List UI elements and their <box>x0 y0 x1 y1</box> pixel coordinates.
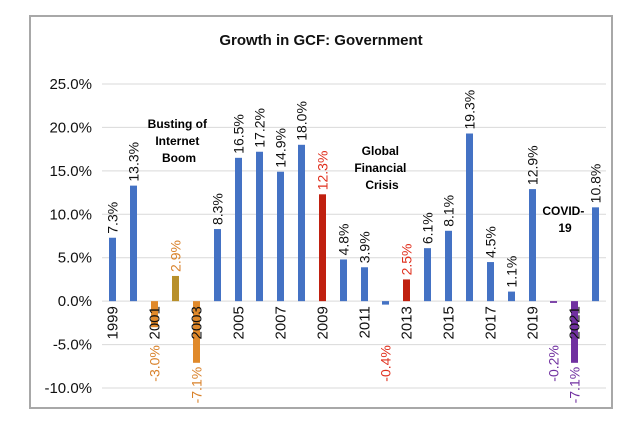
data-label-2015: 8.1% <box>441 195 457 227</box>
x-tick-label: 2003 <box>189 306 206 339</box>
annotation-line: Crisis <box>365 178 399 192</box>
bar-2013 <box>403 279 410 302</box>
data-label-2022: 10.8% <box>588 164 604 204</box>
y-tick-label: 25.0% <box>49 76 92 93</box>
data-label-2000: 13.3% <box>126 142 142 182</box>
data-label-2011: 3.9% <box>357 231 373 263</box>
bar-2012 <box>382 301 389 305</box>
x-tick-label: 2009 <box>315 306 332 339</box>
data-label-1999: 7.3% <box>105 202 121 234</box>
bar-2003 <box>193 301 200 363</box>
data-label-2019: 12.9% <box>525 145 541 185</box>
data-label-2003: -7.1% <box>189 367 205 404</box>
annotation-internet-boom: Busting of Internet Boom <box>148 117 211 165</box>
x-tick-label: 2001 <box>147 306 164 339</box>
annotation-line: Global <box>362 144 399 158</box>
bar-2019 <box>529 189 536 302</box>
x-tick-label: 2013 <box>399 306 416 339</box>
bar-2022 <box>592 207 599 302</box>
data-label-2010: 4.8% <box>336 224 352 256</box>
annotation-line: COVID- <box>542 204 584 218</box>
x-tick-label: 2019 <box>525 306 542 339</box>
x-tick-label: 2005 <box>231 306 248 339</box>
annotation-covid: COVID- 19 <box>542 204 587 235</box>
data-label-2006: 17.2% <box>252 108 268 148</box>
data-label-2020: -0.2% <box>546 345 562 382</box>
bar-2009 <box>319 194 326 302</box>
data-label-2008: 18.0% <box>294 101 310 141</box>
data-label-2001: -3.0% <box>147 345 163 382</box>
annotation-line: Boom <box>162 151 196 165</box>
y-tick-label: 0.0% <box>58 293 92 310</box>
data-label-2013: 2.5% <box>399 244 415 276</box>
data-label-2017: 4.5% <box>483 226 499 258</box>
bar-2015 <box>445 230 452 302</box>
bar-2002 <box>172 275 179 302</box>
y-tick-label: -5.0% <box>53 337 92 354</box>
data-label-2004: 8.3% <box>210 193 226 225</box>
bar-2017 <box>487 262 494 302</box>
bar-2021 <box>571 301 578 363</box>
bar-2014 <box>424 248 431 302</box>
y-tick-label: 5.0% <box>58 250 92 267</box>
y-tick-label: 15.0% <box>49 163 92 180</box>
data-label-2018: 1.1% <box>504 256 520 288</box>
x-tick-label: 2007 <box>273 306 290 339</box>
bar-2010 <box>340 259 347 302</box>
annotation-line: 19 <box>558 221 572 235</box>
y-tick-label: 10.0% <box>49 206 92 223</box>
bar-2001 <box>151 301 158 328</box>
bar-2005 <box>235 157 242 302</box>
x-tick-label: 1999 <box>105 306 122 339</box>
bar-2018 <box>508 291 515 302</box>
data-label-2007: 14.9% <box>273 128 289 168</box>
bar-2016 <box>466 133 473 302</box>
chart-title: Growth in GCF: Government <box>219 32 422 49</box>
annotation-line: Internet <box>155 134 199 148</box>
annotation-line: Busting of <box>148 117 208 131</box>
annotation-financial-crisis: Global Financial Crisis <box>354 144 409 192</box>
x-tick-label: 2015 <box>441 306 458 339</box>
data-label-2014: 6.1% <box>420 212 436 244</box>
data-label-2021: -7.1% <box>567 367 583 404</box>
data-label-2012: -0.4% <box>378 345 394 382</box>
annotation-line: Financial <box>354 161 406 175</box>
y-tick-label: -10.0% <box>44 380 92 397</box>
x-tick-label: 2011 <box>357 306 374 338</box>
bar-2007 <box>277 171 284 302</box>
x-tick-label: 2017 <box>483 306 500 339</box>
bar-2020 <box>550 301 557 303</box>
data-label-2002: 2.9% <box>168 240 184 272</box>
data-label-2009: 12.3% <box>315 151 331 191</box>
bar-2004 <box>214 229 221 302</box>
bar-2008 <box>298 144 305 302</box>
data-label-2005: 16.5% <box>231 114 247 154</box>
y-tick-label: 20.0% <box>49 119 92 136</box>
x-tick-label: 2021 <box>567 306 584 339</box>
bar-2011 <box>361 267 368 302</box>
bar-2006 <box>256 151 263 302</box>
data-label-2016: 19.3% <box>462 90 478 130</box>
bar-1999 <box>109 237 116 302</box>
bar-2000 <box>130 185 137 302</box>
